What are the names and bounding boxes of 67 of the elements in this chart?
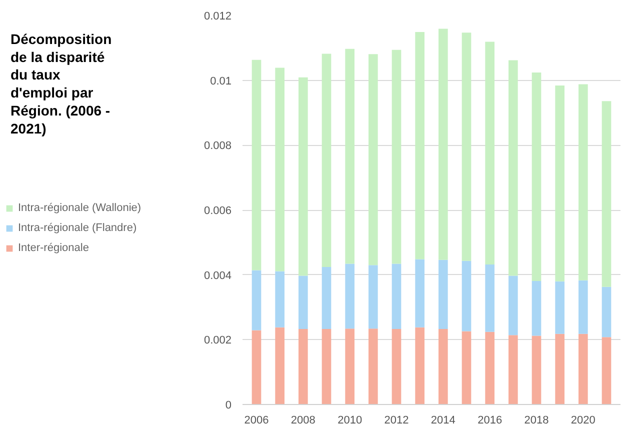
bar [392,50,402,264]
bar [368,328,378,404]
bar [392,264,402,329]
bar [275,68,284,272]
y-tick-label: 0.004 [204,270,232,282]
bar [462,260,472,332]
bar [532,72,542,281]
bar [345,264,354,329]
bar [485,264,494,332]
x-tick-label: 2018 [524,414,549,426]
bar [462,331,472,404]
x-tick-label: 2016 [478,414,502,426]
bar [345,328,354,404]
bar [322,328,332,404]
bar [252,270,262,330]
bar [298,328,308,404]
x-tick-label: 2020 [570,414,596,426]
bar [275,327,284,404]
bar [485,42,494,264]
bar [438,328,448,404]
legend-label: Inter-régionale [18,242,89,254]
bar [368,265,378,329]
bar [322,54,332,268]
bar [485,332,494,404]
legend-label: Intra-régionale (Wallonie) [18,202,142,214]
y-tick-label: 0 [225,400,232,412]
x-tick-label: 2008 [290,414,316,426]
bar [555,281,564,334]
bar [532,280,542,336]
bar [298,276,308,329]
bar [555,334,564,404]
bar [508,60,518,276]
x-tick-label: 2014 [430,414,456,426]
x-tick-label: 2010 [338,414,362,426]
bar [345,48,354,264]
bar [252,60,262,270]
y-tick-label: 0.006 [204,205,232,217]
bar [555,86,564,282]
bar [438,28,448,260]
bar [602,286,612,338]
bar [578,334,588,404]
text: Décomposition de la disparité du taux d'emploi par Région. (2006 - 2021) [10,30,112,136]
bar [602,101,612,287]
bar [438,260,448,329]
y-tick-label: 0.008 [204,140,232,152]
bar [578,84,588,280]
bar [392,328,402,404]
bar [298,77,308,276]
y-tick-label: 0.012 [204,10,232,22]
y-tick-label: 0.01 [210,75,232,88]
bar [368,54,378,266]
bar [602,337,612,404]
bar [415,32,424,260]
y-tick-label: 0.002 [204,334,232,347]
bar [415,259,424,328]
bar [252,330,262,404]
bar [508,276,518,336]
bar [462,32,472,261]
bar [322,267,332,329]
bar [532,336,542,404]
bar [275,271,284,328]
legend-label: Intra-régionale (Flandre) [18,222,137,234]
bar [415,327,424,404]
x-tick-label: 2012 [384,414,409,426]
bar [508,335,518,404]
bar [578,280,588,334]
x-tick-label: 2006 [244,414,269,426]
